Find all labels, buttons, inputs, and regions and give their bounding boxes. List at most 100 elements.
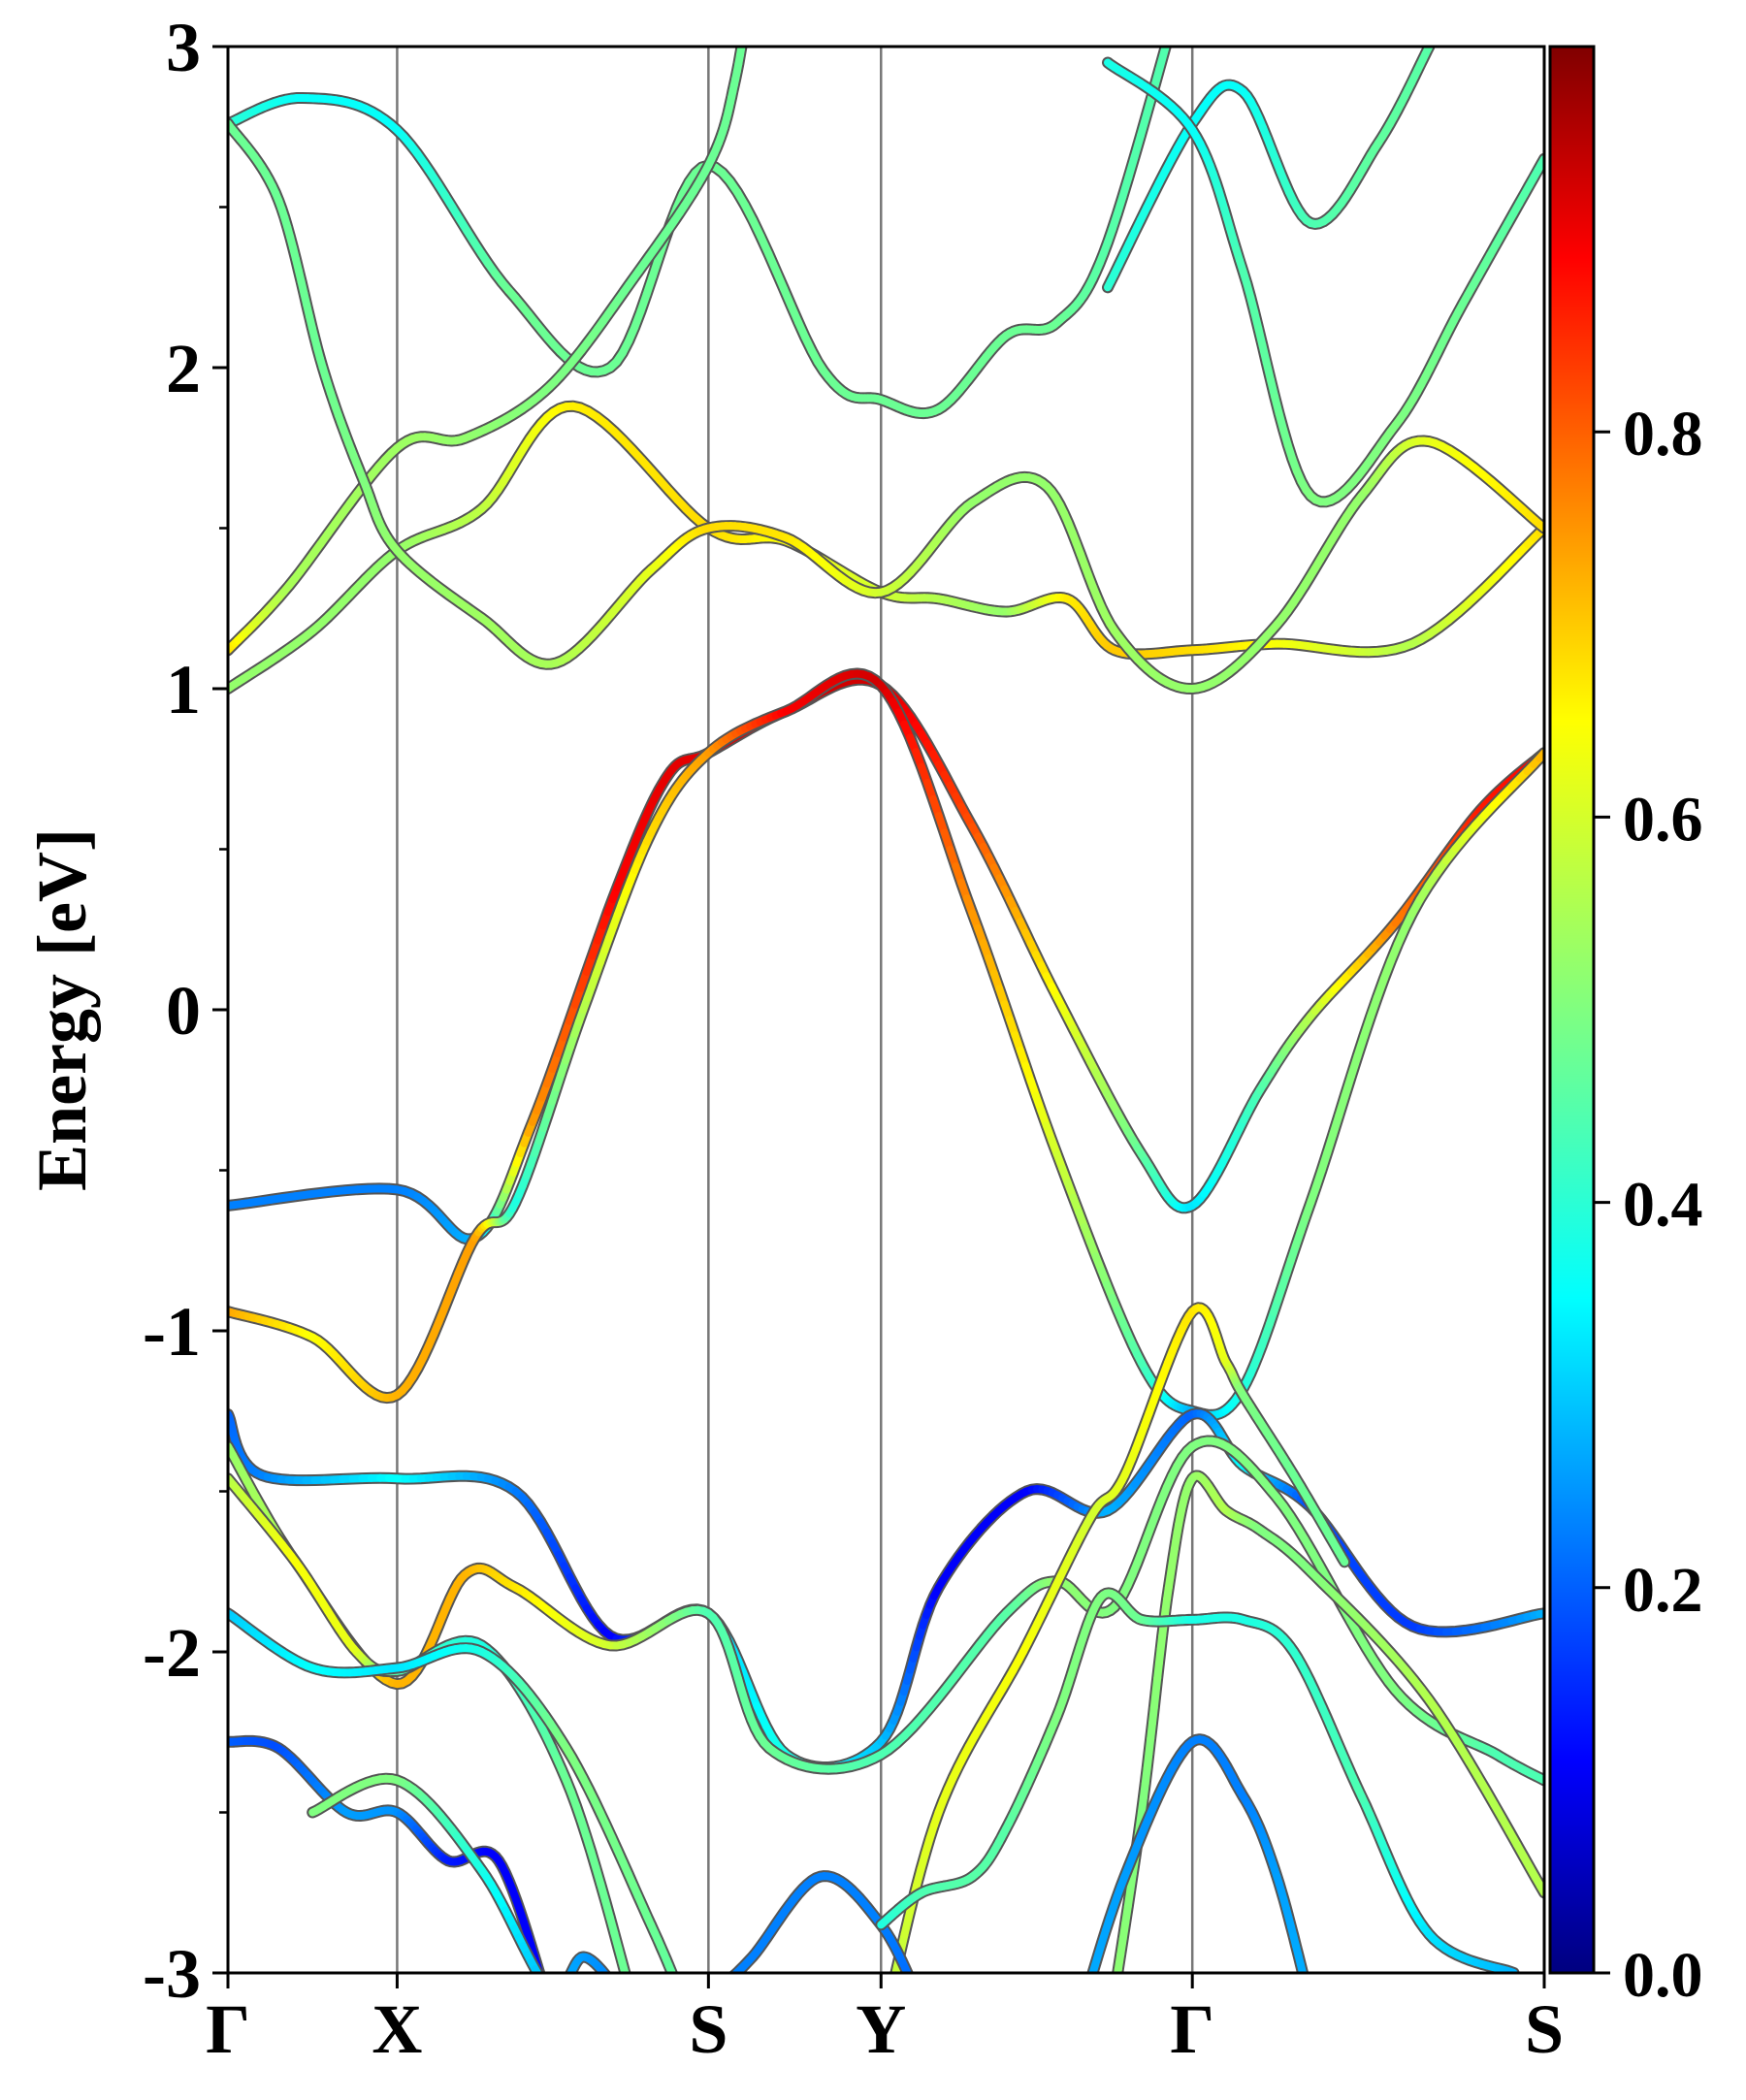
band-segment — [540, 1976, 543, 1985]
band-segment — [724, 1983, 726, 1984]
band-segment — [1177, 0, 1181, 8]
band-segment — [613, 1984, 615, 1986]
band-segment — [681, 1996, 682, 1999]
band-segment — [731, 1976, 733, 1978]
band-segment — [563, 1986, 565, 1988]
band-segment — [723, 1985, 725, 1986]
band-1 — [228, 0, 1192, 413]
band-segment — [1076, 2024, 1078, 2031]
band-11 — [228, 1478, 634, 2005]
band-segment — [683, 1999, 684, 2002]
band-segment — [915, 1989, 917, 1994]
band-segment — [1111, 2009, 1113, 2019]
band-segment — [1083, 1998, 1085, 2008]
band-segment — [614, 1987, 615, 1988]
band-segment — [745, 18, 746, 28]
band-segment — [673, 1976, 675, 1981]
band-segment — [743, 28, 745, 38]
k-point-label: Γ — [206, 1990, 250, 2068]
band-segment — [545, 1993, 547, 2000]
y-tick-label: 1 — [166, 651, 201, 728]
band-outline — [228, 674, 1544, 1415]
band-outline — [228, 680, 1544, 1240]
band-segment — [611, 1982, 613, 1984]
band-segment — [1342, 1559, 1344, 1562]
colorbar-tick-label: 0.4 — [1623, 1170, 1703, 1241]
band-segment — [1305, 1981, 1307, 1988]
band-segment — [1165, 27, 1171, 48]
band-segment — [921, 2002, 922, 2005]
band-segment — [1078, 2017, 1080, 2024]
band-segment — [609, 1979, 611, 1982]
band-6 — [1108, 63, 1544, 502]
band-segment — [553, 1991, 556, 1992]
band-segment — [1109, 2019, 1111, 2029]
band-segment — [747, 0, 748, 9]
band-segment — [542, 1981, 546, 1986]
k-point-label: Y — [856, 1990, 906, 2068]
band-segment — [675, 1981, 677, 1986]
colorbar-tick-label: 0.2 — [1623, 1555, 1703, 1626]
colorbar-tick-label: 0.8 — [1623, 399, 1703, 469]
plot-frame — [228, 47, 1544, 1973]
band-outline — [881, 1308, 1344, 2037]
colorbar-tick-label: 0.6 — [1623, 784, 1703, 855]
y-tick-label: 0 — [166, 972, 201, 1050]
y-tick-label: -2 — [143, 1614, 201, 1692]
band-segment — [910, 1980, 912, 1986]
band-8 — [228, 674, 1544, 1415]
k-point-label: X — [372, 1990, 422, 2068]
colorbar-tick-label: 0.0 — [1623, 1940, 1703, 2011]
band-segment — [678, 1989, 680, 1993]
band-segment — [729, 1978, 731, 1980]
colorbar: 0.0 0.2 0.4 0.6 0.8 — [1550, 47, 1703, 2011]
k-point-label: S — [1525, 1990, 1564, 2068]
k-point-label: S — [689, 1990, 728, 2068]
band-segment — [728, 1980, 729, 1982]
band-segment — [561, 1987, 563, 1989]
band-segment — [919, 1998, 921, 2002]
band-9 — [228, 1413, 1544, 1767]
band-segment — [1108, 2029, 1109, 2037]
band-segment — [1309, 1995, 1310, 2001]
band-segment — [566, 1979, 568, 1983]
band-segment — [1088, 1977, 1091, 1987]
band-segment — [1080, 2008, 1083, 2017]
band-segment — [719, 1987, 720, 1988]
band-3 — [228, 406, 1544, 689]
bands-layer — [228, 0, 1544, 2037]
band-segment — [1114, 1984, 1116, 1997]
band-segment — [1171, 8, 1176, 27]
band-segment — [558, 1990, 560, 1991]
y-axis-title: Energy [eV] — [23, 828, 101, 1191]
y-tick-label: -3 — [143, 1935, 201, 2013]
band-segment — [1085, 1987, 1088, 1998]
y-tick-label: 3 — [166, 9, 201, 86]
band-segment — [908, 1974, 911, 1980]
band-segment — [684, 2002, 685, 2005]
band-segment — [616, 1987, 617, 1988]
band-segment — [721, 1986, 722, 1987]
colorbar-bar — [1550, 47, 1594, 1973]
band-segment — [629, 1987, 631, 1997]
band-segment — [543, 1985, 546, 1992]
band-segment — [680, 1993, 681, 1997]
band-segment — [607, 1977, 609, 1980]
band-segment — [1307, 1988, 1309, 1995]
y-tick-label: 2 — [166, 330, 201, 407]
k-point-label: Γ — [1170, 1990, 1214, 2068]
band-segment — [1074, 2031, 1076, 2037]
band-segment — [549, 1989, 552, 1991]
band-segment — [565, 1982, 566, 1985]
y-tick-label: -1 — [143, 1293, 201, 1371]
colorbar-ticks: 0.0 0.2 0.4 0.6 0.8 — [1594, 399, 1703, 2011]
band-segment — [546, 1986, 549, 1988]
band-segment — [726, 1982, 728, 1984]
band-segment — [913, 1985, 915, 1989]
band-segment — [917, 1994, 919, 1998]
band-segment — [1112, 1997, 1114, 2010]
band-segment — [746, 9, 747, 18]
